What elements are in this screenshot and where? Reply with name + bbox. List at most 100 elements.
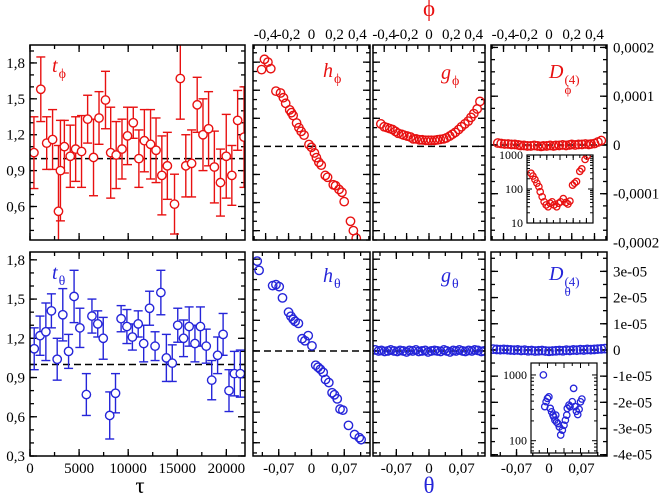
data-point	[81, 389, 92, 400]
label-base: h	[323, 60, 333, 82]
data-point	[40, 326, 51, 337]
x-tick-label: 0,2	[562, 27, 581, 43]
data-point	[192, 99, 203, 110]
data-point	[278, 92, 289, 103]
data-point	[557, 140, 568, 150]
label-sub: θ	[452, 276, 459, 292]
x-tick-label: -0,2	[395, 27, 419, 43]
label-sub: ϕ	[452, 73, 460, 89]
data-point	[323, 377, 334, 388]
label-sub: θ	[564, 284, 571, 300]
data-point	[306, 142, 317, 153]
data-point	[519, 345, 530, 356]
data-point	[404, 345, 415, 356]
data-point	[337, 405, 348, 415]
data-point	[155, 287, 166, 298]
data-point	[30, 343, 40, 354]
data-point	[133, 153, 144, 164]
data-point	[271, 86, 281, 97]
data-point	[161, 353, 172, 363]
data-point	[69, 291, 79, 302]
x-tick-label: 0,4	[348, 27, 367, 43]
data-point	[311, 152, 322, 163]
x-tick-label: -0,4	[372, 27, 396, 43]
data-point	[57, 309, 68, 320]
data-point	[145, 139, 156, 150]
data-point	[389, 346, 399, 356]
data-point	[151, 145, 161, 156]
panel-label-g-theta: gθ	[441, 266, 459, 292]
data-point	[578, 395, 586, 403]
label-sub: θ	[58, 273, 66, 289]
data-point	[172, 320, 183, 331]
data-point	[313, 362, 323, 373]
data-point	[546, 199, 554, 208]
y-tick-label: 1,8	[6, 253, 25, 269]
data-point	[320, 374, 331, 385]
data-point	[127, 332, 138, 342]
panel-frame	[252, 251, 371, 457]
data-point	[543, 394, 552, 403]
data-point	[63, 346, 74, 357]
inset-series	[539, 371, 586, 439]
data-point	[293, 318, 304, 329]
data-point	[523, 345, 534, 356]
data-point	[133, 319, 144, 329]
data-point	[592, 344, 603, 355]
data-point	[201, 341, 212, 352]
data-point	[332, 393, 343, 404]
data-point	[82, 114, 93, 125]
data-point	[167, 358, 178, 369]
data-point	[558, 345, 568, 356]
axis-title-tau: τ	[135, 473, 145, 498]
label-base: h	[323, 265, 333, 287]
x-tick-label: 0,2	[325, 27, 344, 43]
data-point	[582, 344, 593, 355]
data-point	[556, 431, 565, 439]
data-point	[55, 165, 66, 176]
data-point	[198, 129, 208, 140]
label-sub: ϕ	[334, 71, 342, 87]
data-point	[221, 151, 232, 162]
label-sub: ϕ	[564, 82, 572, 98]
label-supsub: (4) θ	[564, 275, 579, 300]
data-point	[568, 345, 579, 355]
data-point	[572, 177, 581, 186]
data-point	[546, 404, 555, 413]
data-point	[505, 345, 516, 355]
data-point	[545, 392, 553, 401]
label-sub: ϕ	[58, 66, 66, 82]
data-point	[535, 182, 543, 191]
panel-label-t-phi: tϕ	[52, 56, 66, 82]
data-series	[492, 135, 607, 152]
x-tick-label: 0,07	[449, 461, 476, 477]
x-tick-label: -0,2	[277, 27, 301, 43]
x-tick-label: 15000	[159, 461, 197, 477]
data-point	[169, 199, 180, 210]
data-point	[453, 124, 464, 135]
data-point	[379, 346, 390, 357]
panel-label-D4-phi: D (4) ϕ	[549, 62, 580, 96]
y-tick-label: 1e-05	[613, 317, 647, 333]
x-tick-label: 10000	[109, 461, 147, 477]
data-point	[345, 216, 356, 227]
data-point	[503, 139, 513, 149]
data-point	[162, 160, 173, 171]
data-point	[495, 344, 506, 355]
data-point	[558, 426, 567, 434]
x-tick-label: 0	[308, 461, 316, 477]
x-tick-label: -0,2	[514, 27, 538, 43]
y-tick-label: 3e-05	[613, 264, 647, 280]
x-tick-label: -0,07	[501, 461, 533, 477]
data-point	[577, 139, 587, 150]
x-tick-label: 0,4	[464, 27, 483, 43]
data-point	[256, 64, 267, 75]
data-point	[351, 233, 362, 240]
data-point	[156, 170, 167, 181]
data-point	[30, 147, 39, 158]
y-tick-label: 0,9	[6, 371, 25, 387]
data-point	[190, 338, 200, 349]
y-tick-label: 0	[613, 343, 621, 359]
x-tick-label: 0	[308, 27, 316, 43]
